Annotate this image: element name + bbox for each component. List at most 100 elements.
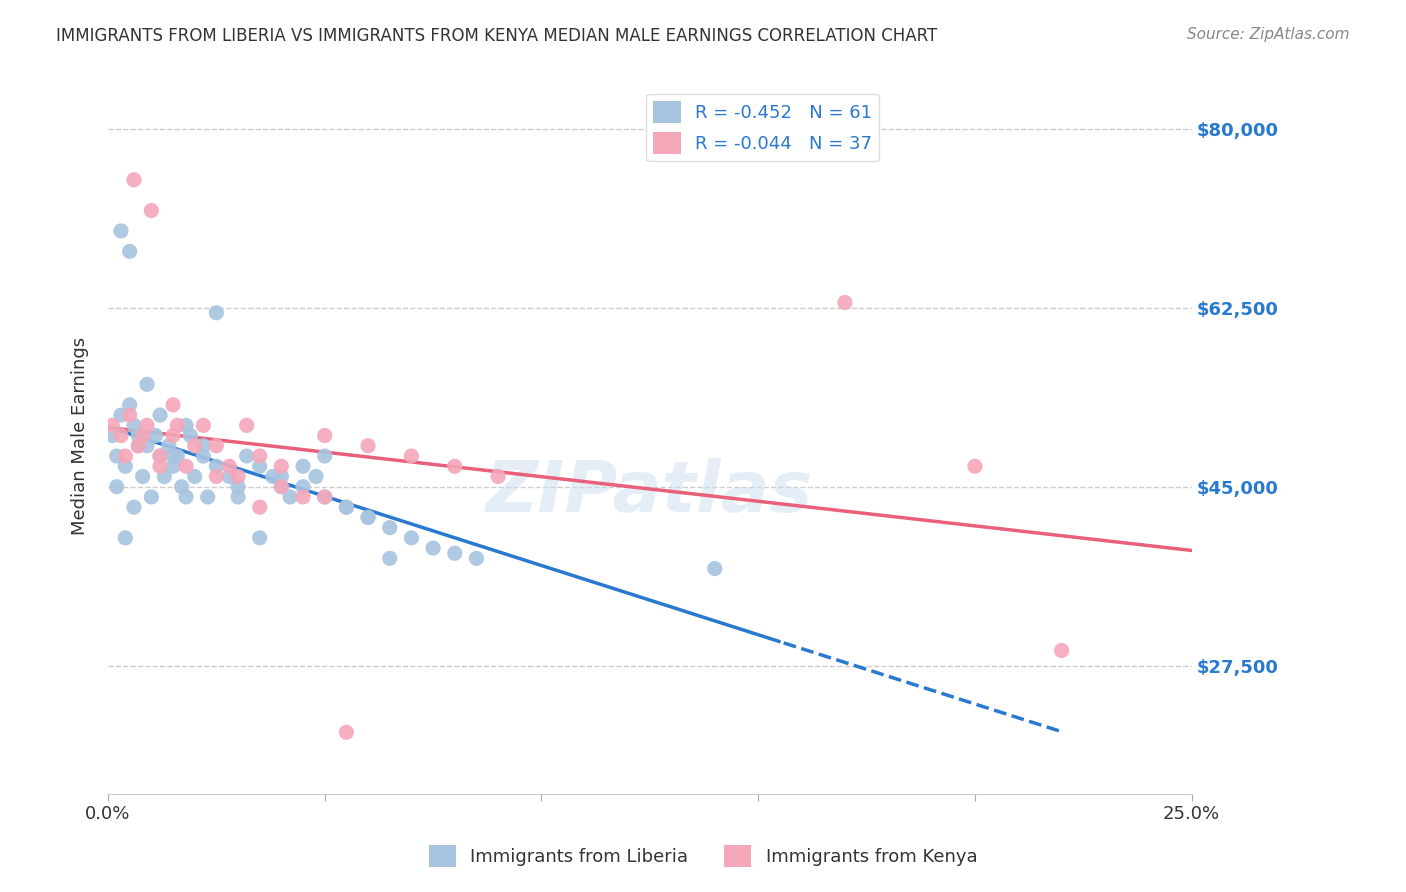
Point — [122, 418, 145, 433]
Point — [162, 398, 184, 412]
Point — [136, 439, 159, 453]
Point — [149, 449, 172, 463]
Point — [292, 490, 315, 504]
Point — [834, 295, 856, 310]
Point — [197, 490, 219, 504]
Point — [278, 490, 301, 504]
Text: Source: ZipAtlas.com: Source: ZipAtlas.com — [1187, 27, 1350, 42]
Point — [270, 459, 292, 474]
Point — [101, 418, 124, 433]
Point — [149, 459, 172, 474]
Point — [183, 439, 205, 453]
Point — [149, 449, 172, 463]
Point — [314, 428, 336, 442]
Point — [401, 449, 423, 463]
Point — [193, 449, 215, 463]
Point — [335, 500, 357, 515]
Point — [235, 449, 257, 463]
Point — [114, 449, 136, 463]
Point — [141, 203, 163, 218]
Text: IMMIGRANTS FROM LIBERIA VS IMMIGRANTS FROM KENYA MEDIAN MALE EARNINGS CORRELATIO: IMMIGRANTS FROM LIBERIA VS IMMIGRANTS FR… — [56, 27, 938, 45]
Point — [162, 459, 184, 474]
Point — [314, 449, 336, 463]
Point — [131, 428, 153, 442]
Point — [226, 469, 249, 483]
Point — [205, 469, 228, 483]
Point — [226, 490, 249, 504]
Point — [270, 469, 292, 483]
Point — [205, 306, 228, 320]
Point — [249, 449, 271, 463]
Point — [205, 439, 228, 453]
Point — [105, 480, 128, 494]
Point — [443, 546, 465, 560]
Point — [166, 449, 188, 463]
Point — [110, 408, 132, 422]
Point — [401, 531, 423, 545]
Point — [162, 449, 184, 463]
Point — [114, 459, 136, 474]
Point — [357, 510, 380, 524]
Point — [226, 480, 249, 494]
Y-axis label: Median Male Earnings: Median Male Earnings — [72, 336, 89, 534]
Point — [174, 490, 197, 504]
Point — [292, 480, 315, 494]
Point — [335, 725, 357, 739]
Point — [136, 418, 159, 433]
Point — [118, 244, 141, 259]
Point — [703, 561, 725, 575]
Point — [218, 459, 240, 474]
Point — [105, 449, 128, 463]
Point — [179, 428, 201, 442]
Point — [378, 521, 401, 535]
Point — [335, 500, 357, 515]
Point — [127, 439, 149, 453]
Legend: R = -0.452   N = 61, R = -0.044   N = 37: R = -0.452 N = 61, R = -0.044 N = 37 — [647, 94, 879, 161]
Point — [157, 439, 180, 453]
Point — [122, 500, 145, 515]
Point — [183, 469, 205, 483]
Point — [153, 469, 176, 483]
Point — [357, 510, 380, 524]
Point — [145, 428, 167, 442]
Point — [249, 531, 271, 545]
Point — [270, 480, 292, 494]
Point — [262, 469, 284, 483]
Point — [149, 408, 172, 422]
Point — [218, 469, 240, 483]
Point — [1050, 643, 1073, 657]
Point — [292, 459, 315, 474]
Point — [235, 418, 257, 433]
Point — [314, 490, 336, 504]
Point — [114, 531, 136, 545]
Point — [170, 480, 193, 494]
Point — [249, 500, 271, 515]
Point — [378, 551, 401, 566]
Point — [205, 459, 228, 474]
Point — [122, 173, 145, 187]
Point — [118, 408, 141, 422]
Point — [357, 439, 380, 453]
Point — [101, 428, 124, 442]
Point — [127, 439, 149, 453]
Point — [162, 428, 184, 442]
Point — [110, 428, 132, 442]
Point — [174, 459, 197, 474]
Point — [249, 459, 271, 474]
Point — [118, 398, 141, 412]
Point — [270, 480, 292, 494]
Point — [127, 428, 149, 442]
Point — [422, 541, 444, 555]
Text: ZIPatlas: ZIPatlas — [486, 458, 814, 527]
Point — [131, 469, 153, 483]
Point — [314, 490, 336, 504]
Point — [166, 418, 188, 433]
Point — [110, 224, 132, 238]
Point — [174, 418, 197, 433]
Point — [963, 459, 986, 474]
Point — [193, 439, 215, 453]
Point — [465, 551, 488, 566]
Point — [486, 469, 509, 483]
Point — [305, 469, 328, 483]
Point — [193, 418, 215, 433]
